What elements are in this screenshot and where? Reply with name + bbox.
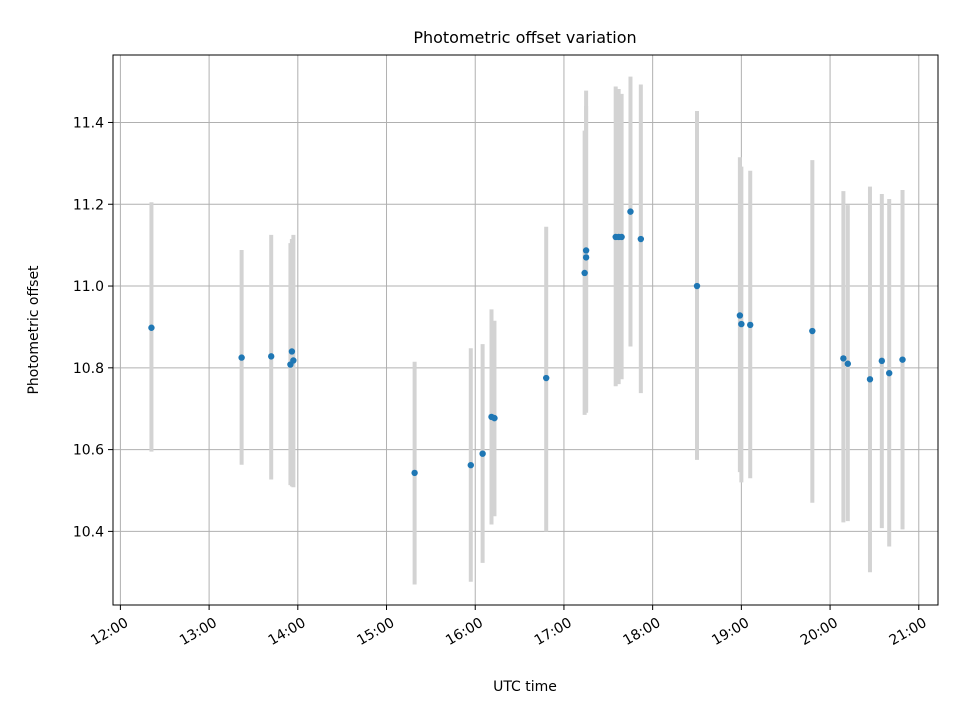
x-axis-label: UTC time [493,679,557,695]
chart-title: Photometric offset variation [413,28,636,47]
grid [113,55,938,605]
data-point [290,357,297,364]
data-point [840,355,847,362]
data-point [899,356,906,363]
data-point [467,461,474,469]
y-tick-label: 10.4 [73,524,104,540]
data-point [491,414,498,422]
x-axis-ticks: 12:00 13:00 14:00 15:00 16:00 17:00 18:00 19:00… [88,605,930,649]
data-point [886,369,893,377]
y-tick-label: 11.2 [73,197,104,213]
data-point [738,320,745,328]
data-point [582,247,590,254]
data-point [866,376,874,383]
data-point [618,233,625,241]
data-point [238,354,245,361]
data-point [736,312,744,319]
y-tick-label: 10.6 [73,443,104,459]
data-point [693,282,701,290]
data-point [267,353,275,360]
data-point [542,374,550,382]
y-tick-label: 10.8 [73,361,104,377]
y-tick-label: 11.0 [73,279,104,295]
data-point [809,327,816,335]
data-point [288,348,296,355]
data-point [844,360,852,367]
y-axis-ticks: 10.4 10.6 10.8 11.0 11.2 11.4 [73,115,113,540]
data-point [148,324,155,331]
plot-frame [112,54,939,606]
data-point [411,469,418,477]
data-points [148,208,906,477]
data-point [878,357,886,365]
data-point [747,321,754,329]
data-point [479,450,486,457]
y-tick-label: 11.4 [73,115,104,131]
data-point [582,254,590,261]
y-axis-label: Photometric offset [26,265,42,395]
data-point [627,208,634,215]
data-point [581,269,588,277]
data-point [637,235,645,243]
